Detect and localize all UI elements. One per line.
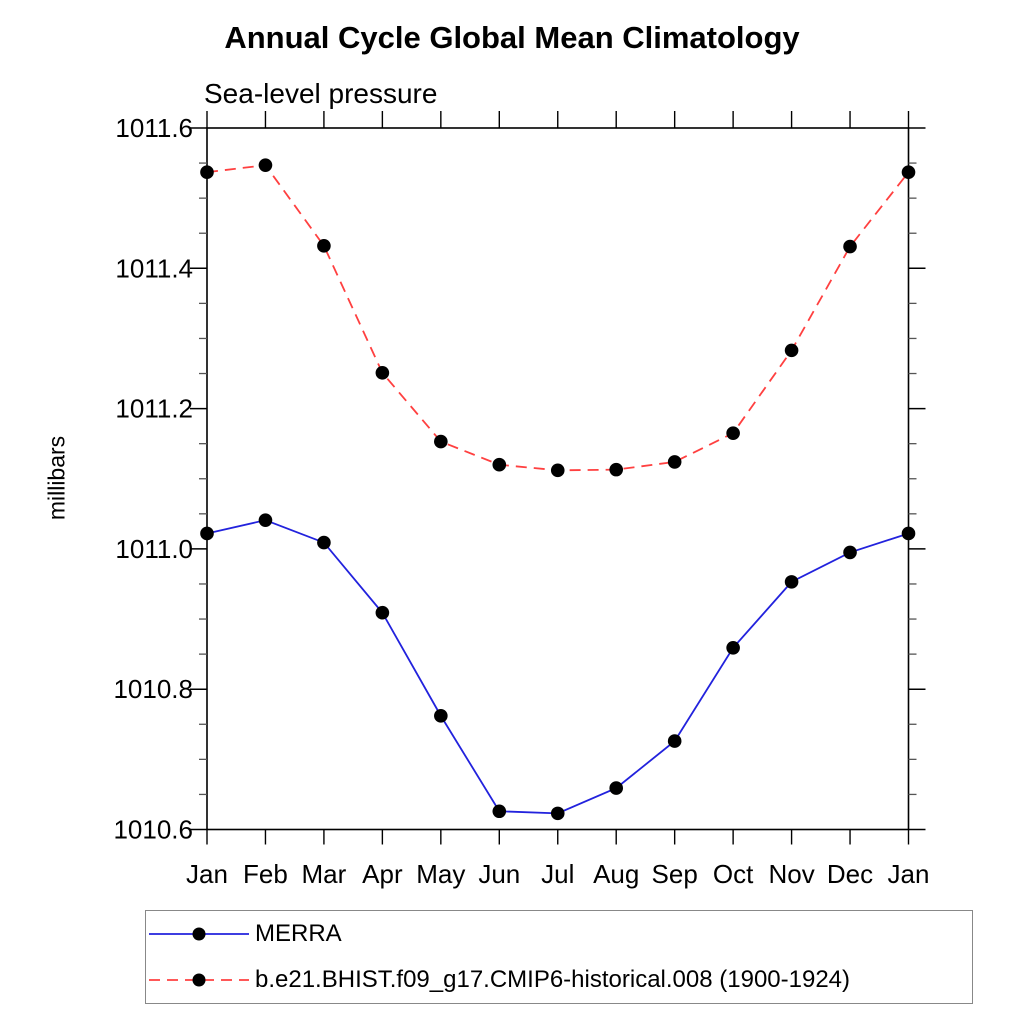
data-point-marker: [434, 709, 448, 723]
data-point-marker: [492, 457, 507, 472]
x-axis-ticks: [206, 111, 910, 845]
data-point-marker: [550, 806, 565, 821]
x-axis-tick-labels: Jan Feb Mar Apr May Jun Jul Aug Sep Oct Nov Dec Jan: [186, 859, 929, 889]
legend-item-model: b.e21.BHIST.f09_g17.CMIP6-historical.008…: [146, 959, 972, 1001]
data-point-marker: [434, 434, 448, 449]
data-point-marker: [784, 343, 799, 358]
data-point-marker: [667, 734, 682, 748]
data-point-marker: [609, 781, 624, 795]
y-tick-label: 1010.6: [113, 815, 193, 845]
legend-line-sample-merra: [149, 927, 249, 941]
x-tick-label: Feb: [243, 859, 288, 889]
data-point-marker: [901, 165, 916, 179]
x-tick-label: Jun: [478, 859, 520, 889]
x-tick-label: Sep: [652, 859, 698, 889]
legend-item-merra: MERRA: [146, 913, 972, 955]
marker-sample: [192, 973, 206, 987]
x-tick-label: May: [416, 859, 465, 889]
y-axis-ticks: 1010.6 1010.8 1011.0 1011.2 1011.4 1011.6: [113, 113, 926, 845]
legend: MERRA b.e21.BHIST.f09_g17.CMIP6-historic…: [145, 910, 973, 1004]
x-tick-label: Jan: [888, 859, 930, 889]
x-tick-label: Oct: [713, 859, 754, 889]
y-tick-label: 1010.8: [113, 674, 193, 704]
data-point-marker: [375, 366, 390, 380]
y-tick-label: 1011.6: [115, 113, 193, 143]
legend-label-model: b.e21.BHIST.f09_g17.CMIP6-historical.008…: [255, 966, 851, 993]
y-axis-minor-ticks: [199, 162, 917, 796]
x-tick-label: Aug: [593, 859, 639, 889]
data-point-marker: [200, 526, 214, 541]
data-point-marker: [375, 605, 390, 620]
y-tick-label: 1011.4: [115, 253, 193, 283]
legend-label-merra: MERRA: [255, 920, 342, 947]
data-point-marker: [667, 455, 682, 469]
data-point-marker: [317, 535, 331, 550]
data-point-marker: [492, 804, 507, 819]
axes-frame: [206, 127, 910, 831]
chart-title: Annual Cycle Global Mean Climatology: [224, 20, 800, 55]
x-tick-label: Jan: [186, 859, 228, 889]
x-tick-label: Apr: [362, 859, 403, 889]
y-tick-label: 1011.2: [115, 394, 193, 424]
chart-subtitle: Sea-level pressure: [204, 78, 438, 109]
x-tick-label: Jul: [541, 859, 574, 889]
legend-line-sample-model: [149, 973, 249, 987]
x-tick-label: Nov: [768, 859, 814, 889]
series-model: [200, 158, 916, 478]
y-tick-label: 1011.0: [115, 534, 193, 564]
data-point-marker: [901, 526, 916, 541]
data-point-marker: [258, 513, 273, 527]
series-merra: [200, 513, 916, 821]
data-point-marker: [843, 239, 857, 254]
data-point-marker: [550, 463, 565, 478]
data-point-marker: [200, 165, 214, 179]
x-tick-label: Dec: [827, 859, 873, 889]
data-point-marker: [317, 239, 331, 253]
marker-sample: [192, 927, 206, 941]
data-point-marker: [784, 575, 799, 589]
data-point-marker: [843, 545, 857, 560]
data-point-marker: [609, 462, 624, 477]
data-point-marker: [726, 426, 740, 440]
data-point-marker: [726, 641, 740, 655]
x-tick-label: Mar: [302, 859, 347, 889]
data-point-marker: [258, 158, 273, 172]
